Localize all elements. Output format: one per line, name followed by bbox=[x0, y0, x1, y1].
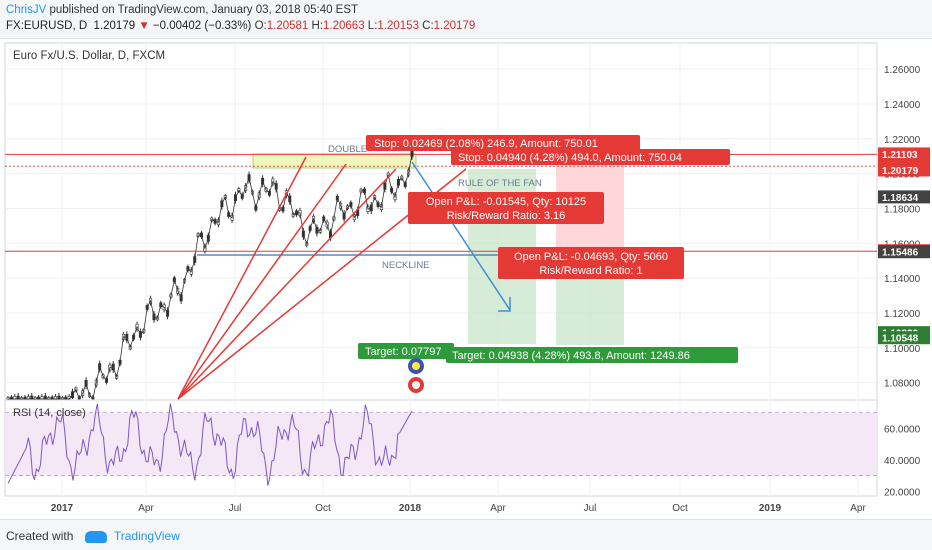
pnl2-line1: Open P&L: -0.04693, Qty: 5060 bbox=[514, 251, 668, 263]
us-event-icon-center bbox=[412, 381, 420, 389]
created-with-text: Created with bbox=[6, 529, 74, 543]
high-value: 1.20663 bbox=[323, 20, 365, 32]
stop1-box bbox=[366, 135, 640, 151]
pnl2-box bbox=[498, 247, 684, 279]
target2-label: Target: 0.04938 (4.28%) 493.8, Amount: 1… bbox=[452, 350, 690, 362]
level-tag bbox=[878, 245, 930, 259]
candle-body bbox=[16, 395, 20, 400]
x-tick-label: 2019 bbox=[759, 503, 782, 514]
level-tag bbox=[878, 147, 930, 161]
stop2-box bbox=[451, 149, 730, 165]
fan-line-2 bbox=[177, 163, 347, 400]
y-tick-label: 1.18000 bbox=[884, 204, 921, 215]
candle-body bbox=[30, 395, 34, 400]
level-tag-label: 1.20179 bbox=[882, 166, 919, 177]
level-tag-label: 1.21103 bbox=[882, 150, 918, 161]
low-value: 1.20153 bbox=[377, 20, 419, 32]
target1-label: Target: 0.07797 bbox=[365, 346, 441, 358]
x-tick-label: Apr bbox=[850, 503, 866, 514]
x-tick-label: Jul bbox=[584, 503, 597, 514]
down-arrow-icon: ▼ bbox=[138, 20, 150, 32]
level-tag-label: 1.10548 bbox=[882, 334, 919, 345]
y-tick-label: 1.14000 bbox=[884, 274, 921, 285]
x-tick-label: Apr bbox=[490, 503, 506, 514]
x-tick-label: 2017 bbox=[51, 503, 74, 514]
x-tick-label: Apr bbox=[138, 503, 154, 514]
economic-event-icon-center bbox=[412, 362, 420, 370]
double-top-label: DOUBLE bbox=[328, 144, 367, 155]
neckline-label: NECKLINE bbox=[382, 260, 430, 271]
target2-box bbox=[446, 347, 738, 363]
pnl2-line2: Risk/Reward Ratio: 1 bbox=[539, 265, 642, 277]
author-link[interactable]: ChrisJV bbox=[6, 4, 47, 16]
rule-of-fan-label: RULE OF THE FAN bbox=[458, 178, 542, 189]
fan-line-1 bbox=[177, 156, 307, 400]
y-tick-label: 1.08000 bbox=[884, 379, 921, 390]
price-series-line bbox=[8, 153, 413, 400]
x-tick-label: Jul bbox=[229, 503, 242, 514]
level-tag bbox=[878, 190, 930, 204]
level-tag bbox=[878, 163, 930, 177]
candle-body bbox=[57, 395, 61, 400]
fan-line-3 bbox=[177, 168, 397, 400]
target1-box bbox=[358, 343, 454, 359]
time-axis: 2017 Apr Jul Oct 2018 Apr Jul Oct 2019 Apr bbox=[51, 503, 867, 514]
rsi-tick-label: 40.0000 bbox=[884, 456, 921, 467]
stop1-label: Stop: 0.02469 (2.08%) 246.9, Amount: 750… bbox=[374, 138, 598, 150]
change-value: −0.00402 (−0.33%) bbox=[152, 20, 252, 32]
rsi-tick-label: 20.0000 bbox=[884, 487, 921, 498]
rsi-tick-label: 60.0000 bbox=[884, 424, 921, 435]
tradingview-brand[interactable]: TradingView bbox=[113, 529, 180, 543]
y-tick-label: 1.12000 bbox=[884, 309, 921, 320]
rsi-series-line bbox=[7, 403, 413, 486]
high-label: H: bbox=[311, 20, 324, 32]
pnl1-line2: Risk/Reward Ratio: 3.16 bbox=[447, 210, 566, 222]
pnl1-line1: Open P&L: -0.01545, Qty: 10125 bbox=[426, 196, 586, 208]
last-price: 1.20179 bbox=[93, 20, 136, 32]
projection-arrow bbox=[411, 161, 511, 311]
y-tick-label: 1.22000 bbox=[884, 135, 921, 146]
open-label: O: bbox=[254, 20, 267, 32]
candle-body bbox=[43, 395, 47, 400]
tradingview-logo-icon bbox=[84, 530, 107, 543]
y-tick-label: 1.24000 bbox=[884, 100, 921, 111]
x-tick-label: Oct bbox=[672, 503, 688, 514]
rsi-title: RSI (14, close) bbox=[13, 407, 86, 419]
close-value: 1.20179 bbox=[433, 20, 476, 32]
footer: Created with TradingView bbox=[0, 519, 932, 550]
level-tag-label: 1.15486 bbox=[882, 248, 919, 259]
price-chart[interactable]: NECKLINE DOUBLE RULE OF THE FAN Stop: 0.… bbox=[0, 39, 932, 519]
x-tick-label: Oct bbox=[315, 503, 331, 514]
price-level-tags: 1.211031.204261.203721.201791.186341.155… bbox=[878, 147, 930, 345]
symbol-bar: FX:EURUSD, D 1.20179 ▼ −0.00402 (−0.33%)… bbox=[0, 20, 932, 39]
y-tick-label: 1.10000 bbox=[884, 344, 921, 355]
y-tick-label: 1.26000 bbox=[884, 65, 921, 76]
low-label: L: bbox=[367, 20, 378, 32]
publish-header: ChrisJV published on TradingView.com, Ja… bbox=[0, 0, 932, 20]
stop2-label: Stop: 0.04940 (4.28%) 494.0, Amount: 750… bbox=[458, 152, 682, 164]
close-label: C: bbox=[422, 20, 434, 32]
arrow-head bbox=[498, 297, 511, 312]
level-tag-label: 1.18634 bbox=[882, 193, 919, 204]
pnl1-box bbox=[408, 192, 604, 224]
rsi-axis: 60.0000 40.0000 20.0000 bbox=[884, 424, 921, 498]
chart-title: Euro Fx/U.S. Dollar, D, FXCM bbox=[13, 50, 165, 62]
horizontal-levels bbox=[5, 153, 877, 252]
symbol-name: FX:EURUSD, D bbox=[6, 20, 88, 32]
rsi-band bbox=[5, 412, 877, 476]
open-value: 1.20581 bbox=[266, 20, 309, 32]
level-tag bbox=[878, 331, 930, 345]
published-text: published on TradingView.com, January 03… bbox=[49, 4, 359, 16]
x-tick-label: 2018 bbox=[399, 503, 422, 514]
